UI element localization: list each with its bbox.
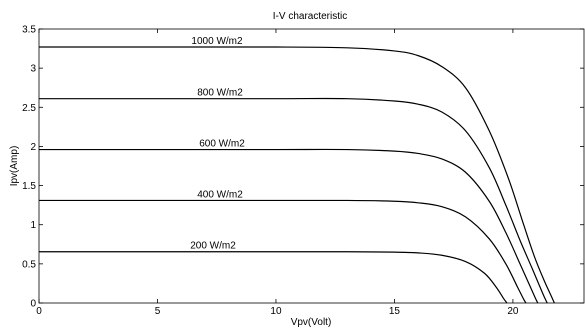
x-tick-label: 5 — [155, 306, 161, 317]
y-tick-label: 2.5 — [22, 103, 36, 114]
series-label: 400 W/m2 — [197, 189, 243, 200]
y-tick-label: 0 — [30, 299, 36, 310]
x-axis-label: Vpv(Volt) — [291, 317, 332, 328]
series-line — [39, 97, 548, 304]
x-tick-label: 20 — [507, 306, 519, 317]
series-label: 800 W/m2 — [197, 88, 243, 99]
y-tick-label: 2 — [30, 142, 36, 153]
y-axis: 0 0.5 1 1.5 2 2.5 3 3.5 — [22, 25, 584, 310]
y-tick-label: 1 — [30, 220, 36, 231]
x-tick-label: 15 — [389, 306, 401, 317]
series-label: 1000 W/m2 — [191, 36, 243, 47]
x-tick-label: 0 — [36, 306, 42, 317]
series-line — [39, 46, 555, 304]
series-lines — [38, 46, 555, 304]
x-tick-label: 10 — [270, 306, 282, 317]
series-label: 200 W/m2 — [190, 241, 236, 252]
y-tick-label: 3.5 — [22, 25, 36, 36]
series-line — [38, 148, 539, 304]
y-axis-label: Ipv(Amp) — [9, 146, 20, 187]
y-tick-label: 3 — [30, 64, 36, 75]
series-label: 600 W/m2 — [199, 139, 245, 150]
y-tick-label: 0.5 — [22, 259, 36, 270]
series-labels: 1000 W/m2 800 W/m2 600 W/m2 400 W/m2 200 W/m… — [190, 36, 245, 252]
plot-area — [38, 28, 585, 304]
series-line — [39, 251, 508, 304]
y-tick-label: 1.5 — [22, 181, 36, 192]
x-axis: 0 5 10 15 20 — [36, 29, 519, 317]
chart-title: I-V characteristic — [273, 11, 347, 22]
series-line — [38, 199, 527, 304]
